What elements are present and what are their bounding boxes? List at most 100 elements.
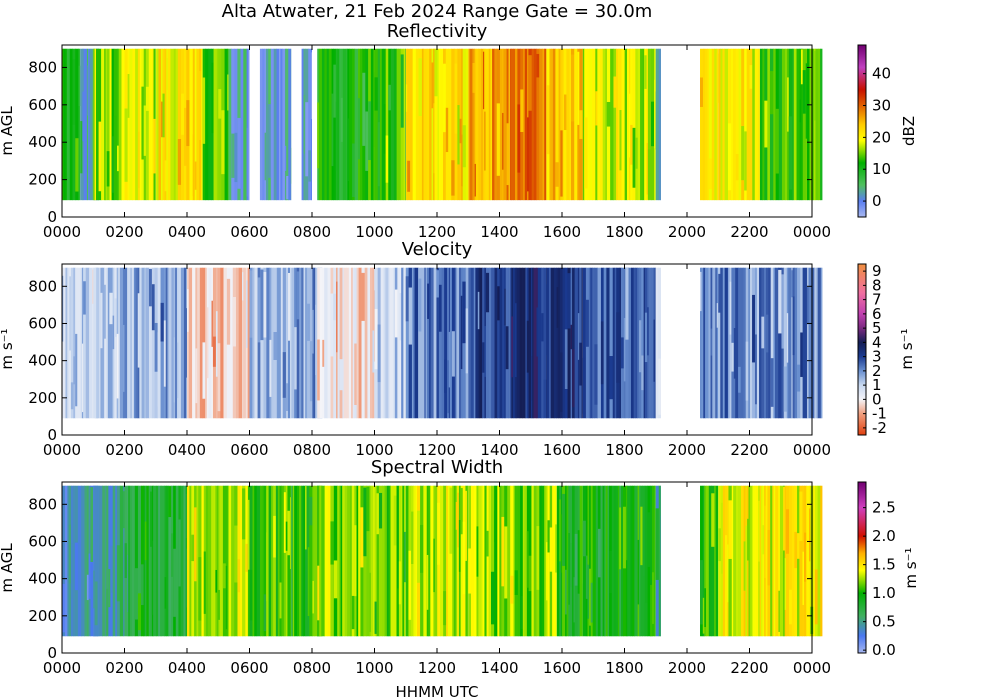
spectral-width-cell — [292, 485, 295, 637]
velocity-cell — [333, 267, 337, 419]
reflectivity-cell — [488, 48, 491, 201]
reflectivity-cell — [268, 104, 272, 178]
velocity-cell — [146, 267, 150, 419]
velocity-cell — [73, 356, 76, 385]
spectral-width-cell — [474, 485, 477, 637]
spectral-width-cell — [201, 485, 205, 637]
velocity-cell — [802, 267, 807, 419]
spectral-width-cell — [528, 555, 532, 592]
spectral-width-cell — [237, 559, 241, 593]
velocity-cell — [556, 267, 559, 419]
spectral-width-cell — [447, 485, 450, 637]
velocity-cell — [408, 287, 413, 345]
reflectivity-colorbar-bar — [857, 44, 867, 218]
reflectivity-colorbar-tick-label: 40 — [872, 65, 891, 83]
reflectivity-cell — [708, 158, 713, 189]
velocity-cell — [490, 267, 493, 419]
velocity-cell — [733, 328, 736, 379]
spectral-width-cell — [747, 518, 749, 561]
spectral-width-cell — [814, 569, 818, 625]
velocity-segment-10 — [509, 267, 547, 419]
velocity-cell — [114, 298, 118, 337]
spectral-width-cell — [77, 485, 82, 637]
reflectivity-cell — [716, 48, 719, 201]
spectral-width-cell — [306, 485, 309, 637]
spectral-width-cell — [476, 526, 479, 577]
reflectivity-cell — [308, 150, 312, 182]
spectral-width-cell — [491, 571, 495, 625]
velocity-cell — [749, 267, 753, 419]
velocity-cell — [167, 267, 170, 419]
spectral-width-y-tick-label: 200 — [28, 607, 57, 625]
reflectivity-cell — [619, 110, 622, 171]
reflectivity-cell — [158, 48, 162, 201]
spectral-width-cell — [773, 485, 776, 637]
velocity-cell — [614, 267, 617, 419]
reflectivity-cell — [520, 89, 524, 132]
reflectivity-y-tick-label: 600 — [28, 96, 57, 114]
velocity-cell — [579, 342, 582, 386]
spectral-width-cell — [600, 485, 604, 637]
reflectivity-cell — [744, 48, 748, 201]
reflectivity-cell — [560, 130, 564, 197]
reflectivity-cell — [508, 48, 510, 201]
velocity-cell — [574, 267, 579, 419]
reflectivity-cell — [339, 48, 342, 201]
spectral-width-cell — [737, 485, 742, 637]
velocity-cell — [577, 313, 580, 360]
reflectivity-cell — [714, 48, 718, 201]
reflectivity-cell — [820, 48, 823, 201]
spectral-width-cell — [764, 505, 767, 578]
spectral-width-cell — [794, 531, 798, 569]
reflectivity-cell — [288, 48, 292, 201]
spectral-width-cell — [369, 572, 372, 632]
spectral-width-cell — [102, 485, 106, 637]
spectral-width-cell — [745, 487, 748, 526]
spectral-width-cell — [514, 485, 519, 637]
reflectivity-cell — [434, 48, 438, 97]
reflectivity-cell — [613, 48, 617, 201]
spectral-width-cell — [651, 572, 655, 624]
spectral-width-cell — [140, 564, 144, 606]
spectral-width-cell — [625, 485, 628, 637]
velocity-cell — [718, 267, 721, 419]
velocity-cell — [637, 267, 640, 419]
reflectivity-cell — [318, 48, 323, 201]
velocity-cell — [581, 267, 583, 419]
spectral-width-cell — [178, 519, 182, 587]
reflectivity-cell — [542, 48, 545, 201]
reflectivity-cell — [202, 77, 206, 144]
velocity-cell — [151, 267, 156, 419]
reflectivity-cell — [348, 48, 353, 201]
reflectivity-cell — [802, 70, 807, 114]
spectral-width-cell — [205, 485, 209, 637]
velocity-cell — [612, 267, 616, 419]
spectral-width-cell — [655, 508, 660, 580]
spectral-width-cell — [273, 515, 277, 558]
reflectivity-cell — [451, 48, 456, 201]
velocity-cell — [528, 267, 532, 419]
spectral-width-cell — [360, 507, 364, 568]
spectral-width-cell — [772, 485, 775, 637]
spectral-width-cell — [94, 485, 98, 637]
spectral-width-cell — [168, 485, 172, 637]
velocity-segment-12 — [582, 267, 656, 419]
reflectivity-cell — [383, 104, 387, 154]
reflectivity-cell — [767, 48, 771, 201]
velocity-colorbar-tick-label: 6 — [872, 305, 882, 323]
spectral-width-cell — [609, 550, 613, 594]
reflectivity-y-tick-label: 200 — [28, 171, 57, 189]
velocity-cell — [374, 308, 379, 370]
reflectivity-cell — [718, 48, 721, 201]
reflectivity-cell — [818, 48, 821, 201]
reflectivity-cell — [368, 101, 372, 161]
velocity-cell — [294, 327, 298, 390]
reflectivity-cell — [809, 48, 813, 201]
spectral-width-colorbar-tick-label: 2.0 — [872, 527, 896, 545]
velocity-segment-5 — [291, 267, 323, 419]
spectral-width-cell — [146, 485, 150, 637]
velocity-cell — [543, 267, 547, 419]
velocity-cell — [548, 267, 552, 419]
velocity-cell — [743, 267, 747, 419]
spectral-width-cell — [187, 485, 190, 637]
